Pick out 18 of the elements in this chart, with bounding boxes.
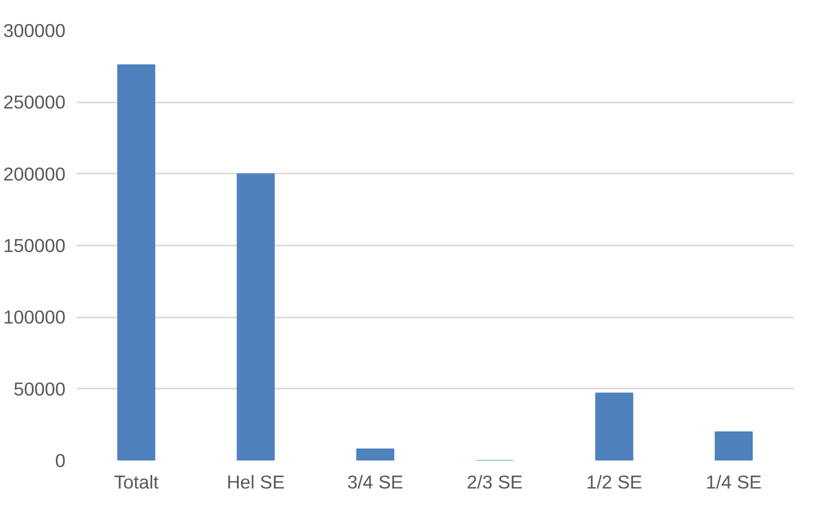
y-tick-label: 200000 [3, 163, 66, 184]
y-tick-label: 0 [55, 450, 66, 471]
y-tick-label: 50000 [14, 378, 66, 400]
y-tick-label: 100000 [3, 306, 66, 328]
x-tick-label: 2/3 SE [466, 472, 523, 492]
x-tick-label: 1/4 SE [706, 472, 762, 492]
bar [236, 173, 275, 460]
y-tick-label: 150000 [3, 235, 66, 256]
bar [714, 431, 753, 460]
y-tick-label: 300000 [3, 20, 66, 41]
bar [356, 448, 394, 460]
x-tick-label: Totalt [114, 472, 160, 492]
x-tick-label: Hel SE [226, 472, 285, 492]
x-tick-label: 1/2 SE [586, 472, 642, 492]
x-tick-label: 3/4 SE [347, 472, 404, 492]
y-tick-label: 250000 [3, 92, 66, 113]
bar [595, 392, 634, 460]
bar [117, 64, 156, 460]
